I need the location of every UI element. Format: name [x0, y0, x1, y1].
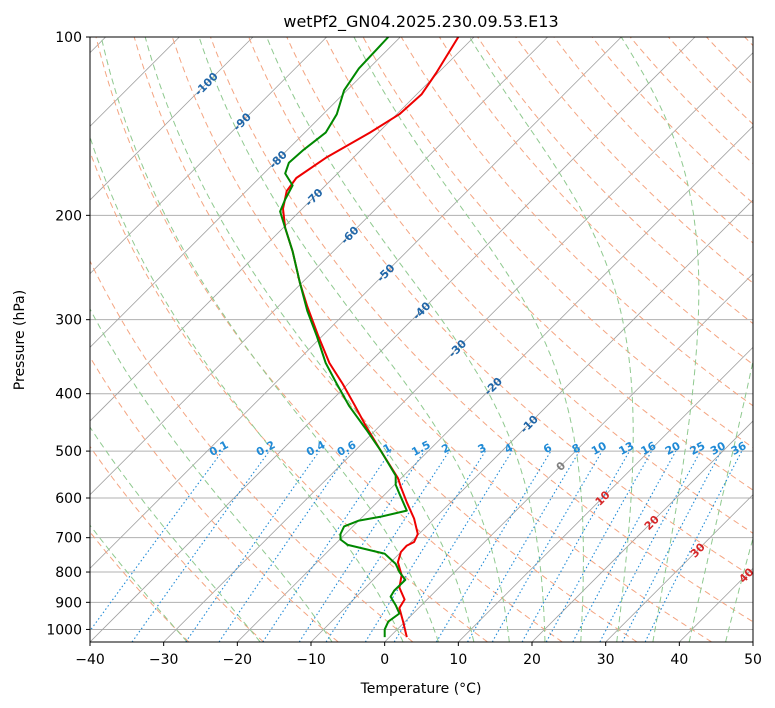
y-tick-label: 600 — [55, 491, 82, 507]
x-tick-label: 0 — [380, 652, 389, 668]
mixing-ratio-line — [572, 450, 677, 642]
mixing-ratio-line — [185, 450, 320, 642]
mixing-ratio-label: 30 — [708, 439, 728, 458]
isotherm-line — [90, 37, 696, 642]
moist-adiabat-line — [688, 358, 753, 642]
y-axis-label: Pressure (hPa) — [12, 290, 28, 390]
chart-title: wetPf2_GN04.2025.230.09.53.E13 — [283, 12, 558, 32]
dry-adiabat-line — [90, 356, 339, 642]
moist-adiabat-line — [198, 37, 510, 642]
dry-adiabat-line — [324, 37, 753, 491]
mixing-ratio-label: 16 — [639, 439, 659, 458]
temperature-profile-line — [282, 37, 460, 638]
x-axis-label: Temperature (°C) — [360, 681, 482, 697]
mixing-ratio-line — [298, 450, 425, 642]
moist-adiabat-line — [90, 308, 333, 642]
isotherm-line — [163, 52, 753, 642]
isotherm-line — [458, 346, 753, 642]
y-tick-label: 1000 — [46, 622, 82, 638]
moist-adiabat-line — [144, 37, 475, 642]
moist-adiabat-line — [266, 37, 546, 642]
dry-adiabat-line — [210, 37, 753, 623]
dry-adiabat-line — [515, 37, 753, 284]
mixing-ratio-line — [393, 450, 513, 642]
mixing-ratio-label: 13 — [617, 439, 637, 458]
y-tick-label: 200 — [55, 208, 82, 224]
mixing-ratio-label: 10 — [589, 439, 609, 458]
mixing-ratio-label: 20 — [663, 439, 683, 458]
isotherm-line — [384, 273, 753, 642]
mixing-ratio-label: 25 — [688, 439, 708, 458]
mixing-ratio-line — [644, 450, 743, 642]
y-axis: 100 200 300 400 500 600 700 800 900 1000 — [46, 30, 90, 638]
mixing-ratio-line — [90, 450, 223, 632]
x-tick-label: 30 — [597, 652, 615, 668]
isotherm-line — [90, 37, 254, 201]
y-tick-label: 800 — [55, 565, 82, 581]
y-tick-label: 700 — [55, 531, 82, 547]
mixing-ratio-line — [218, 450, 351, 642]
isotherm-line — [90, 37, 548, 496]
x-axis: −40 −30 −20 −10 0 10 20 30 40 50 — [75, 642, 762, 668]
moist-adiabat-line — [725, 536, 753, 642]
plot-frame — [89, 36, 754, 643]
x-tick-label: 50 — [744, 652, 762, 668]
isotherm-line — [90, 37, 401, 348]
mixing-ratio-line — [325, 450, 450, 642]
dry-adiabat-line — [90, 445, 264, 642]
moist-adiabat-line — [90, 135, 404, 642]
dewpoint-profile-line — [279, 37, 408, 638]
x-tick-label: −30 — [149, 652, 179, 668]
dry-adiabat-line — [286, 37, 753, 534]
y-tick-label: 900 — [55, 595, 82, 611]
x-tick-label: 10 — [449, 652, 467, 668]
mixing-ratio-line — [521, 450, 630, 642]
profile-series — [279, 37, 460, 638]
mixing-ratio-lines — [90, 450, 743, 642]
x-tick-label: −10 — [296, 652, 326, 668]
moist-adiabat-line — [90, 426, 261, 642]
isotherm-line — [531, 420, 753, 642]
moist-adiabat-line — [353, 37, 584, 642]
x-tick-label: −20 — [223, 652, 253, 668]
y-tick-label: 400 — [55, 387, 82, 403]
x-tick-label: −40 — [75, 652, 105, 668]
x-tick-label: 20 — [523, 652, 541, 668]
moist-adiabat-line — [100, 37, 439, 642]
moist-adiabats — [90, 37, 753, 642]
mixing-ratio-line — [131, 450, 270, 642]
plot-background — [90, 37, 753, 642]
dry-adiabat-line — [95, 37, 563, 642]
dry-adiabat-line — [248, 37, 753, 578]
isotherm-line — [90, 37, 327, 275]
mixing-ratio-line — [545, 450, 653, 642]
dry-adiabats — [90, 37, 753, 642]
moist-adiabat-line — [90, 524, 188, 642]
mixing-ratio-label: 36 — [729, 439, 749, 458]
y-tick-label: 100 — [55, 30, 82, 46]
dry-adiabat-line — [133, 37, 638, 642]
y-tick-label: 500 — [55, 444, 82, 460]
dry-adiabat-line — [90, 259, 414, 642]
isotherm-line — [605, 494, 753, 642]
mixing-ratio-line — [262, 450, 392, 642]
moist-adiabat-line — [620, 37, 700, 642]
isotherm-line — [237, 125, 753, 642]
isotherm-line — [90, 37, 475, 422]
y-tick-label: 300 — [55, 313, 82, 329]
x-tick-label: 40 — [670, 652, 688, 668]
